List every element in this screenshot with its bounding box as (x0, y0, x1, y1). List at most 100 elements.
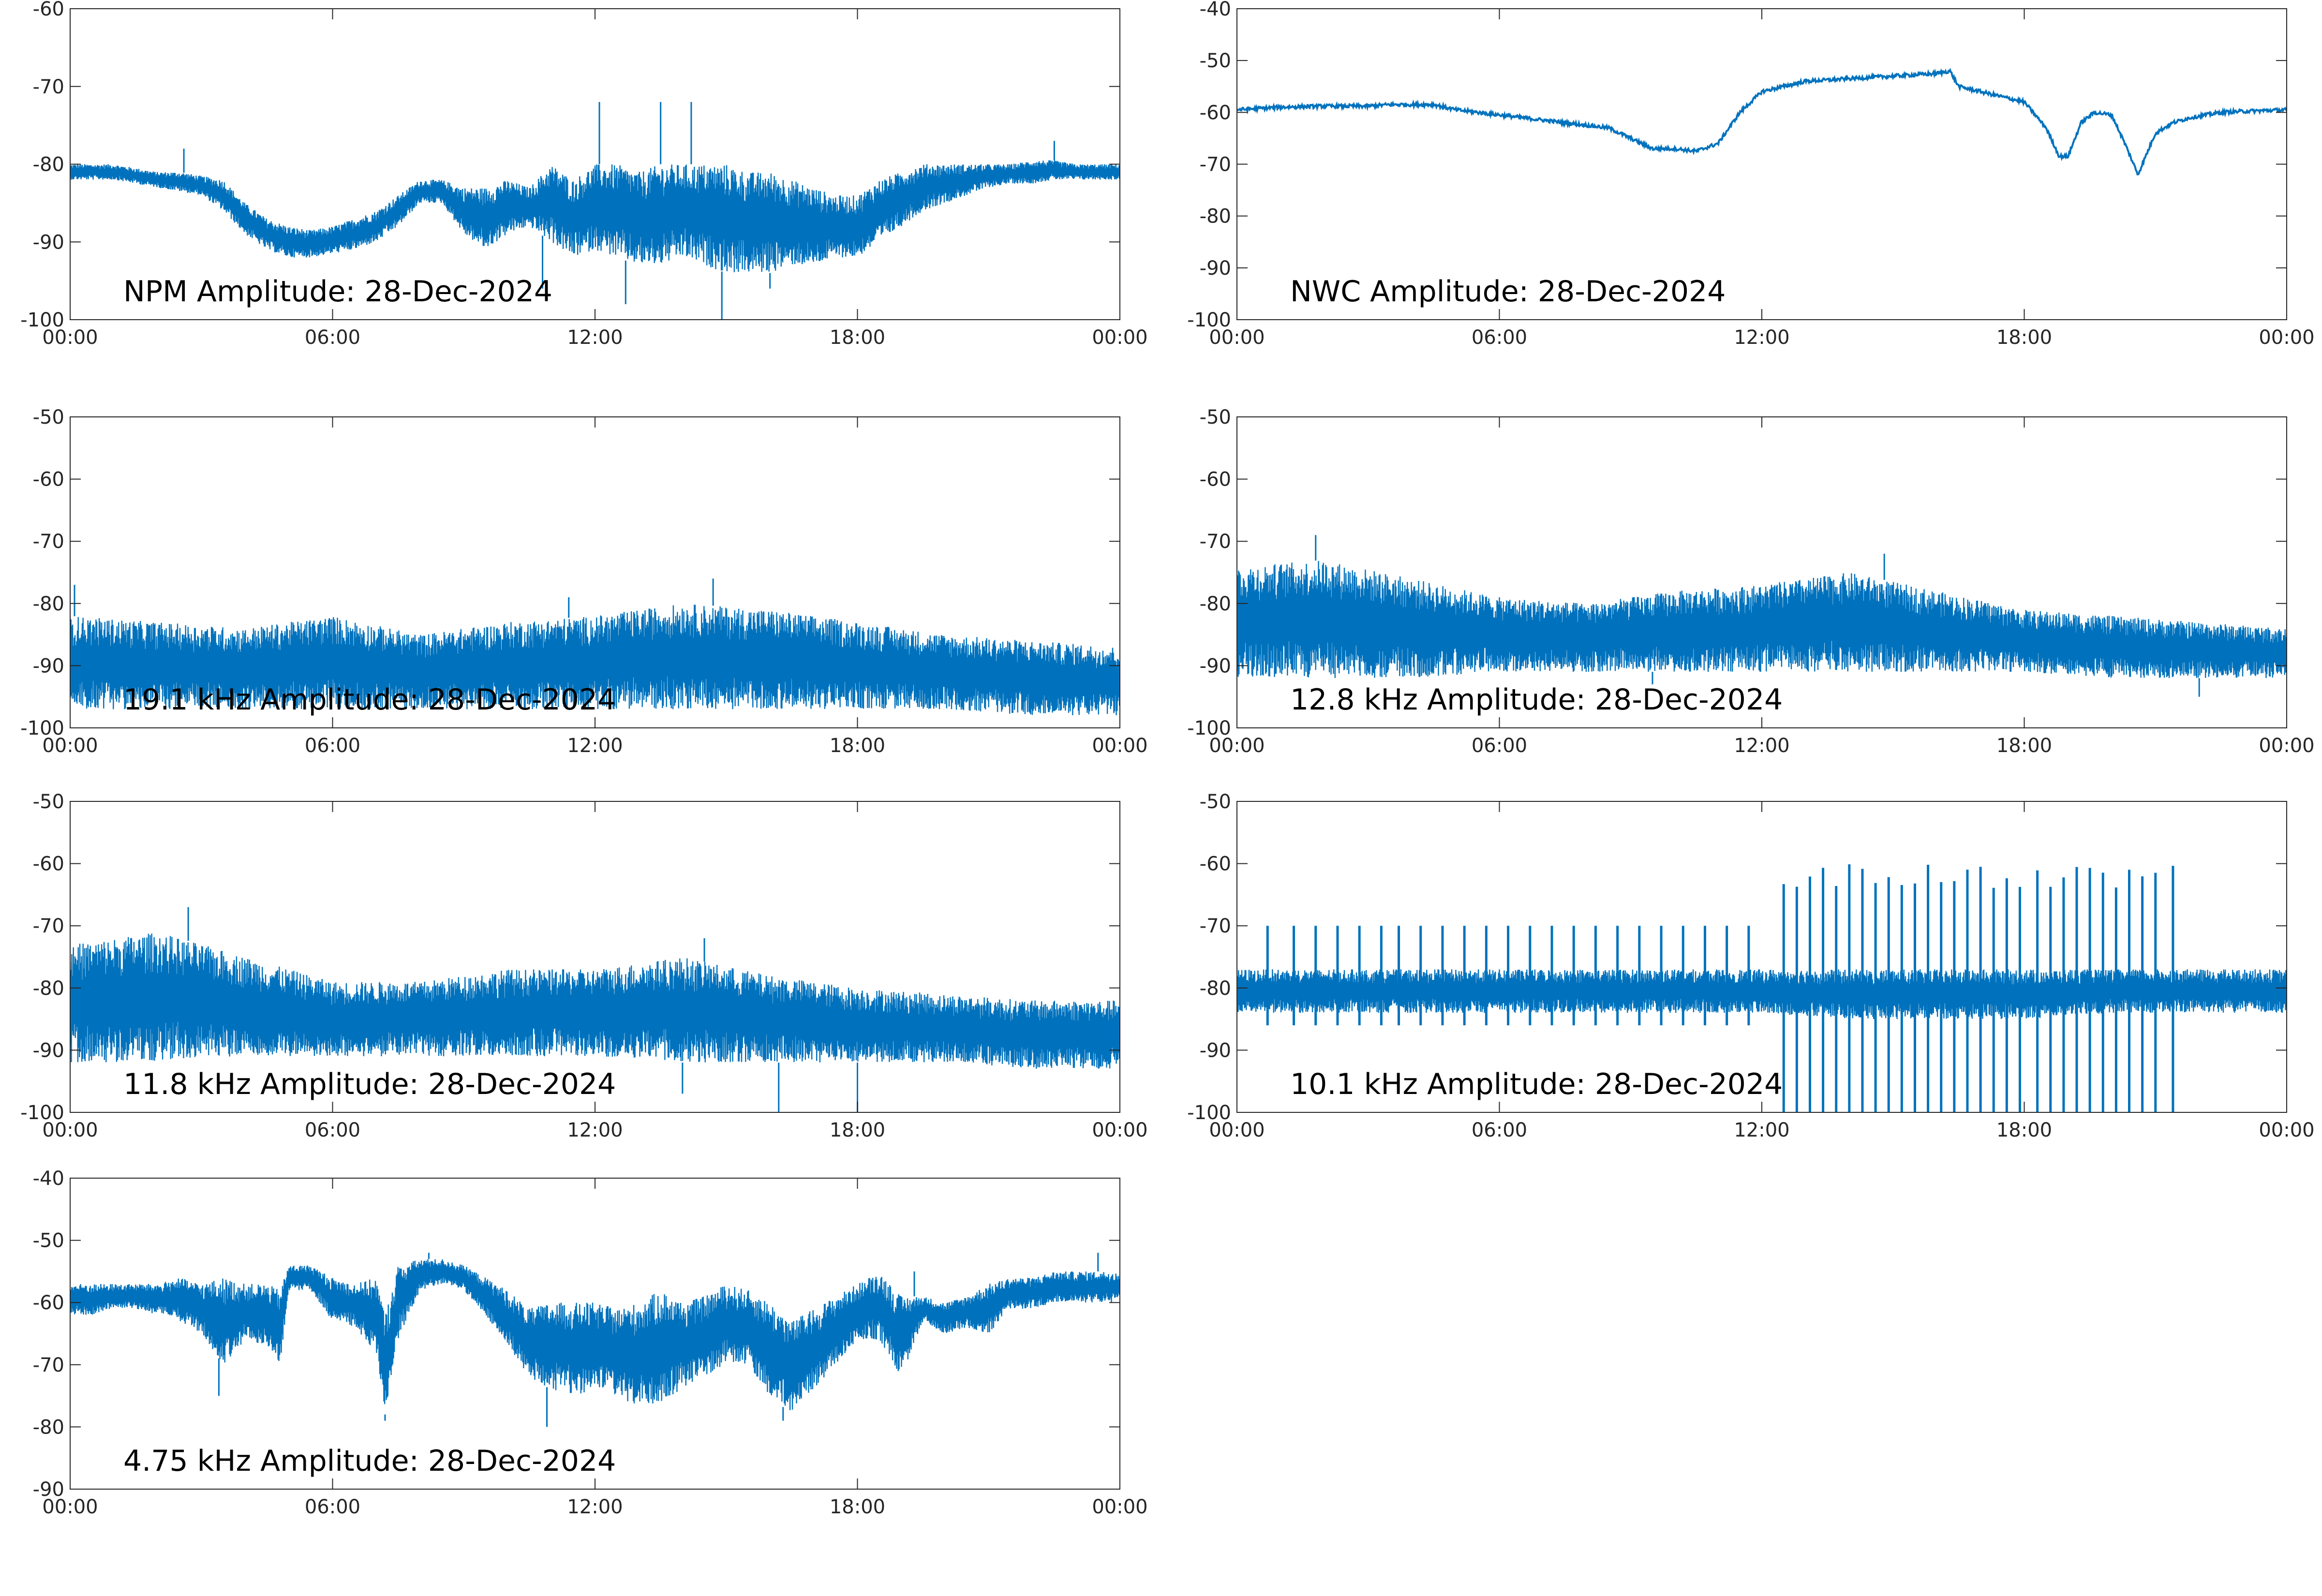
y-tick-label: -90 (33, 655, 64, 677)
y-tick-label: -80 (33, 1416, 64, 1438)
y-tick-label: -50 (1200, 50, 1231, 72)
series-line (70, 933, 1120, 1069)
y-tick-label: -100 (1187, 309, 1231, 331)
x-tick-label: 18:00 (830, 1119, 885, 1141)
y-tick-label: -80 (1200, 206, 1231, 228)
x-tick-label: 18:00 (830, 735, 885, 757)
x-tick-label: 12:00 (567, 735, 623, 757)
plot-border (70, 1178, 1120, 1490)
chart-title: NPM Amplitude: 28-Dec-2024 (123, 275, 552, 309)
plot-area (70, 8, 1120, 320)
series-line (70, 605, 1120, 715)
x-tick-label: 00:00 (42, 1119, 98, 1141)
x-tick-label: 12:00 (567, 1496, 623, 1518)
x-tick-label: 00:00 (2259, 1119, 2314, 1141)
y-tick-label: -80 (1200, 977, 1231, 1000)
plot-border (1236, 416, 2287, 728)
y-tick-label: -40 (1200, 0, 1231, 20)
series-group (70, 1253, 1120, 1427)
series-group (70, 102, 1120, 320)
plot-border (70, 8, 1120, 320)
y-tick-label: -70 (33, 76, 64, 98)
series-group (1237, 864, 2287, 1112)
x-tick-label: 12:00 (567, 326, 623, 349)
x-tick-label: 00:00 (1092, 326, 1147, 349)
series-line (1237, 561, 2287, 679)
x-tick-label: 06:00 (1472, 735, 1527, 757)
plot-border (70, 801, 1120, 1113)
x-tick-label: 12:00 (1734, 326, 1789, 349)
plot-area (1236, 8, 2287, 320)
y-tick-label: -70 (1200, 154, 1231, 176)
y-tick-label: -100 (1187, 717, 1231, 739)
y-tick-label: -60 (1200, 469, 1231, 491)
chart-title: NWC Amplitude: 28-Dec-2024 (1290, 275, 1726, 309)
y-tick-label: -100 (20, 717, 64, 739)
x-tick-label: 06:00 (305, 1119, 360, 1141)
series-group (70, 578, 1120, 715)
y-tick-label: -50 (1200, 406, 1231, 429)
y-tick-label: -80 (1200, 593, 1231, 615)
x-tick-label: 18:00 (1996, 1119, 2052, 1141)
x-tick-label: 00:00 (1209, 735, 1265, 757)
y-tick-label: -90 (33, 231, 64, 253)
y-tick-label: -90 (1200, 655, 1231, 677)
x-tick-label: 12:00 (567, 1119, 623, 1141)
x-tick-label: 06:00 (1472, 326, 1527, 349)
y-tick-label: -70 (33, 915, 64, 937)
y-tick-label: -50 (33, 791, 64, 813)
x-tick-label: 06:00 (305, 1496, 360, 1518)
y-tick-label: -70 (1200, 915, 1231, 937)
y-tick-label: -50 (33, 1230, 64, 1252)
x-tick-label: 06:00 (305, 326, 360, 349)
y-tick-label: -100 (20, 309, 64, 331)
x-tick-label: 00:00 (42, 326, 98, 349)
x-tick-label: 00:00 (1092, 735, 1147, 757)
x-tick-label: 18:00 (830, 1496, 885, 1518)
x-tick-label: 00:00 (1209, 1119, 1265, 1141)
x-tick-label: 18:00 (1996, 735, 2052, 757)
x-tick-label: 00:00 (1092, 1119, 1147, 1141)
chart-title: 19.1 kHz Amplitude: 28-Dec-2024 (123, 683, 616, 717)
plot-border (1236, 8, 2287, 320)
series-line (70, 1259, 1120, 1410)
plot-area (1236, 416, 2287, 728)
x-tick-label: 00:00 (42, 735, 98, 757)
series-group (1237, 535, 2287, 697)
y-tick-label: -100 (1187, 1102, 1231, 1124)
y-tick-label: -90 (1200, 1039, 1231, 1062)
y-tick-label: -40 (33, 1167, 64, 1190)
y-tick-label: -80 (33, 977, 64, 1000)
y-tick-label: -90 (1200, 257, 1231, 280)
plot-border (1236, 801, 2287, 1113)
series-group (1237, 68, 2287, 176)
y-tick-label: -60 (33, 469, 64, 491)
y-tick-label: -90 (33, 1478, 64, 1501)
x-tick-label: 06:00 (305, 735, 360, 757)
y-tick-label: -70 (1200, 531, 1231, 553)
x-tick-label: 00:00 (2259, 326, 2314, 349)
x-tick-label: 18:00 (830, 326, 885, 349)
chart-title: 12.8 kHz Amplitude: 28-Dec-2024 (1290, 683, 1783, 717)
x-tick-label: 06:00 (1472, 1119, 1527, 1141)
x-tick-label: 00:00 (42, 1496, 98, 1518)
x-tick-label: 00:00 (1209, 326, 1265, 349)
y-tick-label: -80 (33, 593, 64, 615)
chart-title: 11.8 kHz Amplitude: 28-Dec-2024 (123, 1067, 616, 1101)
series-line (1237, 969, 2287, 1020)
x-tick-label: 00:00 (1092, 1496, 1147, 1518)
y-tick-label: -50 (33, 406, 64, 429)
y-tick-label: -70 (33, 1354, 64, 1376)
y-tick-label: -60 (1200, 102, 1231, 124)
plot-border (70, 416, 1120, 728)
y-tick-label: -100 (20, 1102, 64, 1124)
y-tick-label: -80 (33, 154, 64, 176)
y-tick-label: -70 (33, 531, 64, 553)
